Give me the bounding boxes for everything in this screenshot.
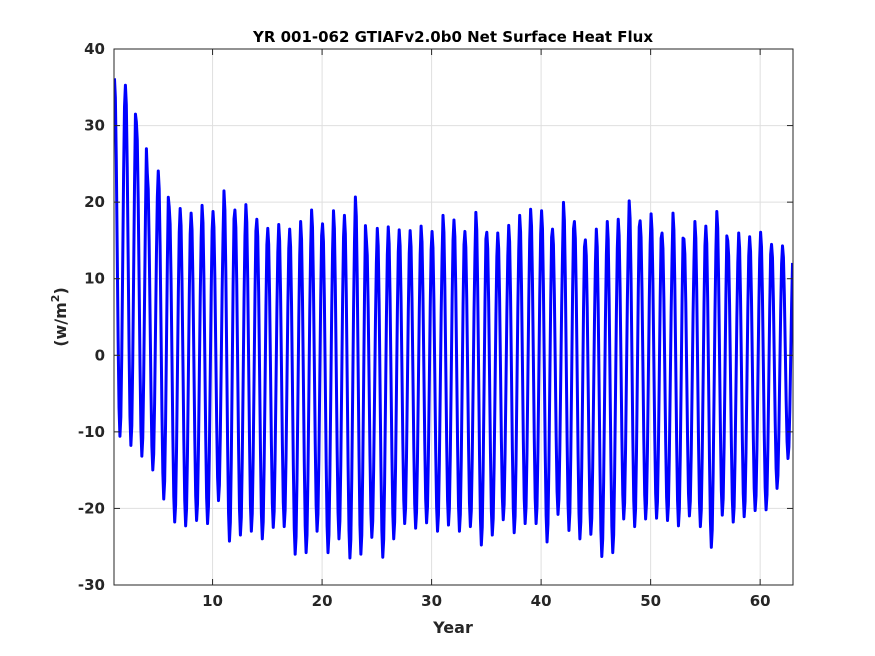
x-tick-label: 10 (202, 592, 223, 610)
y-tick-label: -10 (78, 423, 105, 441)
ticks (114, 48, 793, 586)
y-axis-title: (w/m2) (49, 287, 70, 347)
x-tick-label: 20 (312, 592, 333, 610)
tick-labels: 10 20 30 40 50 60 -30 -20 -10 0 10 20 30 40 (78, 40, 771, 610)
series-line-0 (114, 78, 793, 560)
y-tick-label: 0 (95, 346, 105, 364)
y-tick-label: -20 (78, 499, 105, 517)
y-axis-title-main: (w/m (51, 302, 70, 347)
y-tick-label: -30 (78, 576, 105, 594)
chart-title: YR 001-062 GTIAFv2.0b0 Net Surface Heat … (252, 28, 653, 46)
y-tick-label: 10 (84, 270, 105, 288)
series-layer (114, 78, 793, 560)
y-axis-title-close: ) (51, 287, 70, 294)
y-tick-label: 30 (84, 117, 105, 135)
x-tick-label: 40 (531, 592, 552, 610)
x-axis-title: Year (432, 618, 473, 637)
x-tick-label: 30 (421, 592, 442, 610)
y-tick-label: 40 (84, 40, 105, 58)
plot-box (113, 48, 794, 586)
x-tick-label: 50 (640, 592, 661, 610)
x-tick-label: 60 (750, 592, 771, 610)
y-tick-label: 20 (84, 193, 105, 211)
y-axis-title-superscript: 2 (49, 295, 62, 303)
